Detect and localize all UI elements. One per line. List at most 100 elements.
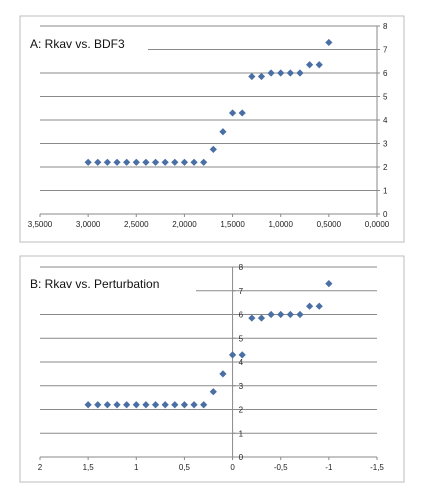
data-point — [267, 310, 275, 319]
chart-a-title: A: Rkav vs. BDF3 — [30, 37, 125, 51]
y-tick-label: 3 — [239, 382, 244, 391]
data-point — [200, 401, 208, 409]
x-tick-label: -0,5 — [274, 463, 288, 472]
chart-a: 3,5000 3,0000 2,5000 2,0000 1,5000 1,0000 0,50… — [19, 15, 405, 243]
x-tick-label: 3,0000 — [76, 220, 101, 229]
data-point — [306, 302, 314, 310]
y-tick-label: 6 — [383, 69, 388, 78]
data-point — [277, 310, 285, 319]
y-tick-label: 8 — [383, 22, 388, 31]
x-tick-label: 0,5000 — [317, 220, 342, 229]
y-tick-label: 2 — [383, 163, 388, 172]
data-point — [94, 158, 102, 166]
data-point — [103, 401, 111, 409]
chart-a-title-bg — [28, 34, 148, 52]
chart-a-points — [84, 38, 333, 166]
x-tick-label: 2 — [38, 463, 43, 472]
data-point — [113, 158, 121, 166]
chart-a-x-ticks: 3,5000 3,0000 2,5000 2,0000 1,5000 1,0000 0,50… — [28, 214, 390, 229]
y-tick-label: 1 — [239, 429, 244, 438]
data-point — [180, 401, 189, 409]
data-point — [171, 401, 179, 409]
x-tick-label: 0,5 — [179, 463, 191, 472]
y-tick-label: 3 — [383, 140, 388, 149]
y-tick-label: 8 — [239, 263, 244, 272]
data-point — [296, 310, 304, 319]
x-tick-label: 1 — [134, 463, 139, 472]
data-point — [248, 314, 256, 322]
chart-b-points — [84, 280, 333, 409]
data-point — [219, 370, 227, 378]
x-tick-label: 0 — [230, 463, 235, 472]
chart-b-y-ticks: 0 1 2 3 4 5 6 7 8 — [232, 263, 244, 462]
y-tick-label: 6 — [239, 311, 244, 320]
data-point — [315, 302, 323, 310]
data-point — [219, 128, 227, 136]
data-point — [325, 280, 333, 288]
data-point — [151, 401, 160, 409]
data-point — [238, 109, 246, 117]
data-point — [94, 401, 102, 409]
data-point — [113, 401, 121, 409]
data-point — [257, 72, 266, 81]
y-tick-label: 4 — [239, 358, 244, 367]
y-tick-label: 7 — [239, 287, 244, 296]
data-point — [238, 351, 246, 359]
data-point — [161, 158, 169, 166]
y-tick-label: 4 — [383, 116, 388, 125]
data-point — [200, 158, 208, 166]
chart-b: 2 1,5 1 0,5 0 -0,5 -1 -1,5 0 1 2 3 4 5 6 7 8 B: Rkav vs… — [19, 255, 405, 483]
data-point — [286, 310, 294, 319]
data-point — [84, 401, 92, 409]
chart-b-x-ticks: 2 1,5 1 0,5 0 -0,5 -1 -1,5 — [38, 457, 384, 472]
data-point — [209, 145, 217, 153]
x-tick-label: -1 — [325, 463, 333, 472]
y-tick-label: 0 — [383, 210, 388, 219]
data-point — [180, 158, 189, 166]
x-tick-label: 3,5000 — [28, 220, 53, 229]
data-point — [132, 158, 140, 166]
data-point — [161, 401, 169, 409]
data-point — [228, 351, 237, 359]
data-point — [286, 69, 294, 77]
data-point — [325, 38, 333, 47]
chart-a-y-ticks: 0 1 2 3 4 5 6 7 8 — [377, 22, 388, 219]
x-tick-label: 2,0000 — [172, 220, 197, 229]
data-point — [296, 69, 304, 77]
y-tick-label: 0 — [239, 453, 244, 462]
data-point — [190, 401, 198, 409]
chart-b-frame — [19, 255, 405, 483]
chart-a-gridlines — [40, 25, 377, 191]
chart-b-gridlines — [40, 266, 377, 434]
chart-b-title: B: Rkav vs. Perturbation — [30, 277, 159, 291]
chart-b-title-bg — [28, 274, 196, 292]
data-point — [103, 158, 111, 166]
y-tick-label: 1 — [383, 187, 388, 196]
data-point — [171, 158, 179, 166]
x-tick-label: 2,5000 — [124, 220, 149, 229]
data-point — [151, 158, 160, 166]
data-point — [209, 388, 217, 396]
data-point — [142, 401, 150, 409]
x-tick-label: 1,5000 — [220, 220, 245, 229]
data-point — [306, 61, 314, 69]
data-point — [142, 158, 150, 166]
x-tick-label: -1,5 — [370, 463, 384, 472]
y-tick-label: 2 — [239, 406, 244, 415]
chart-a-frame — [19, 15, 405, 243]
data-point — [267, 69, 275, 77]
data-point — [248, 72, 256, 81]
data-point — [84, 158, 92, 166]
x-tick-label: 1,0000 — [268, 220, 293, 229]
data-point — [228, 109, 237, 117]
y-tick-label: 7 — [383, 46, 388, 55]
data-point — [190, 158, 198, 166]
data-point — [315, 61, 323, 69]
x-tick-label: 0,0000 — [365, 220, 390, 229]
data-point — [123, 158, 131, 166]
data-point — [132, 401, 140, 409]
data-point — [277, 69, 285, 77]
data-point — [123, 401, 131, 409]
data-point — [257, 314, 266, 322]
